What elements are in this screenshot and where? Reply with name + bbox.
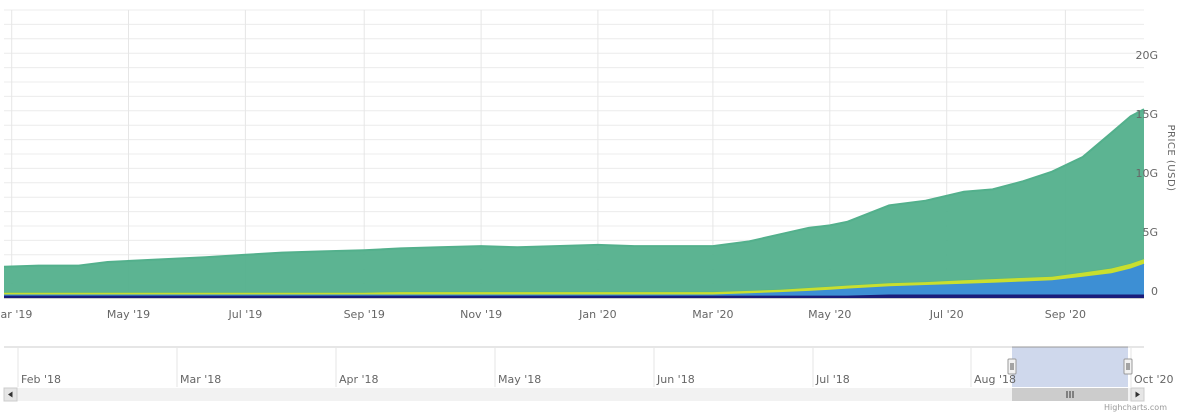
x-tick-label: Nov '19 (460, 308, 502, 321)
navigator-tick-label: May '18 (498, 373, 541, 386)
x-tick-label: May '19 (107, 308, 150, 321)
y-tick-label: 10G (1135, 167, 1158, 180)
navigator-tick-label: Oct '20 (1134, 373, 1174, 386)
arrow-left-icon (8, 391, 13, 398)
navigator-handle-right[interactable] (1123, 358, 1133, 375)
y-tick-label: 15G (1135, 108, 1158, 121)
x-tick-label: Jul '19 (228, 308, 263, 321)
y-tick-label: 20G (1135, 49, 1158, 62)
navigator-tick-label: Mar '18 (180, 373, 221, 386)
y-axis: 0 5G 10G 15G 20G (1135, 49, 1158, 298)
navigator-selected-range[interactable] (1012, 347, 1128, 387)
x-axis: Mar '19 May '19 Jul '19 Sep '19 Nov '19 Jan '… (0, 298, 1144, 321)
navigator-x-axis: Feb '18 Mar '18 Apr '18 May '18 Jun '18 Jul '… (21, 373, 1174, 386)
plot-area-series (3, 108, 1145, 298)
x-tick-label: Jan '20 (578, 308, 616, 321)
navigator-tick-label: Jun '18 (656, 373, 695, 386)
x-tick-label: Mar '20 (692, 308, 733, 321)
x-tick-label: May '20 (808, 308, 851, 321)
navigator[interactable]: Feb '18 Mar '18 Apr '18 May '18 Jun '18 Jul '… (4, 346, 1174, 387)
navigator-tick-label: Aug '18 (974, 373, 1016, 386)
credits-link[interactable]: Highcharts.com (1104, 403, 1167, 412)
y-axis-title: PRICE (USD) (1165, 124, 1176, 191)
arrow-right-icon (1135, 391, 1140, 398)
navigator-tick-label: Feb '18 (21, 373, 61, 386)
x-tick-label: Sep '19 (344, 308, 385, 321)
scrollbar-thumb-grip-icon (1066, 391, 1074, 398)
area-series-4[interactable] (4, 109, 1144, 293)
y-tick-label: 5G (1142, 226, 1158, 239)
scrollbar-track[interactable] (4, 388, 1144, 401)
navigator-tick-label: Jul '18 (815, 373, 850, 386)
navigator-handle-left[interactable] (1007, 358, 1017, 375)
x-tick-label: Mar '19 (0, 308, 32, 321)
scrollbar[interactable] (3, 387, 1145, 402)
y-tick-label: 0 (1151, 285, 1158, 298)
x-tick-label: Jul '20 (929, 308, 964, 321)
x-tick-label: Sep '20 (1045, 308, 1086, 321)
area-series-line-4 (3, 108, 1145, 268)
area-series-2[interactable] (4, 263, 1144, 296)
navigator-gridlines (17, 347, 1132, 387)
navigator-tick-label: Apr '18 (339, 373, 379, 386)
